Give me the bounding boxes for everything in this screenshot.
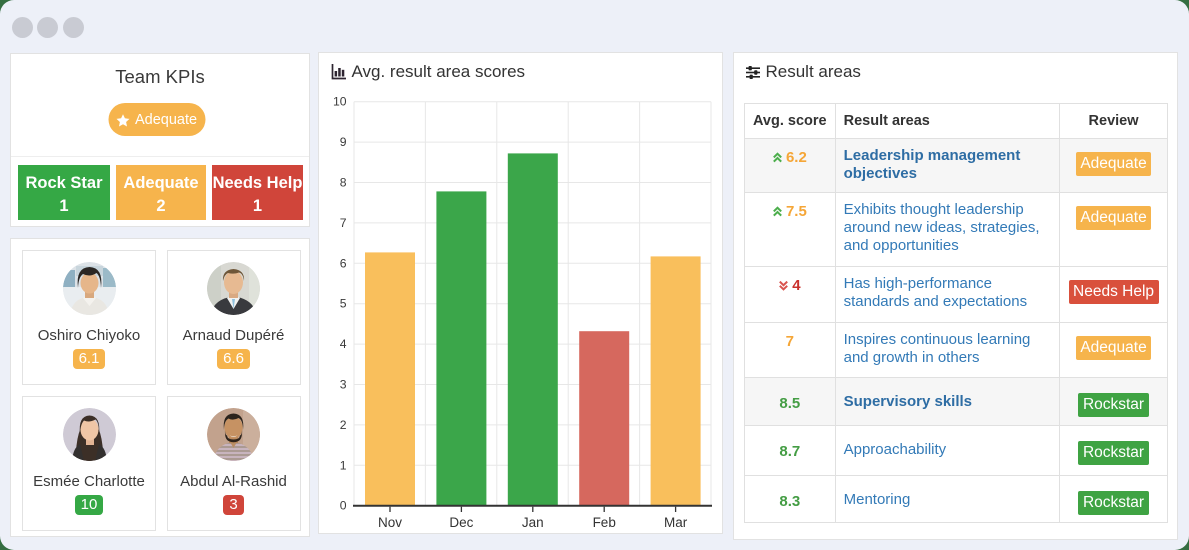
svg-text:Dec: Dec: [449, 515, 473, 530]
svg-text:Feb: Feb: [593, 515, 616, 530]
svg-text:4: 4: [340, 337, 347, 351]
svg-text:1: 1: [340, 458, 347, 472]
svg-text:0: 0: [340, 499, 347, 513]
svg-text:Mar: Mar: [664, 515, 688, 530]
svg-text:6: 6: [340, 256, 347, 270]
svg-text:2: 2: [340, 418, 347, 432]
svg-text:5: 5: [340, 297, 347, 311]
svg-text:Jan: Jan: [522, 515, 544, 530]
svg-text:7: 7: [340, 216, 347, 230]
svg-text:8: 8: [340, 176, 347, 190]
svg-text:10: 10: [333, 95, 347, 109]
svg-text:9: 9: [340, 135, 347, 149]
svg-text:3: 3: [340, 378, 347, 392]
svg-text:Nov: Nov: [378, 515, 402, 530]
